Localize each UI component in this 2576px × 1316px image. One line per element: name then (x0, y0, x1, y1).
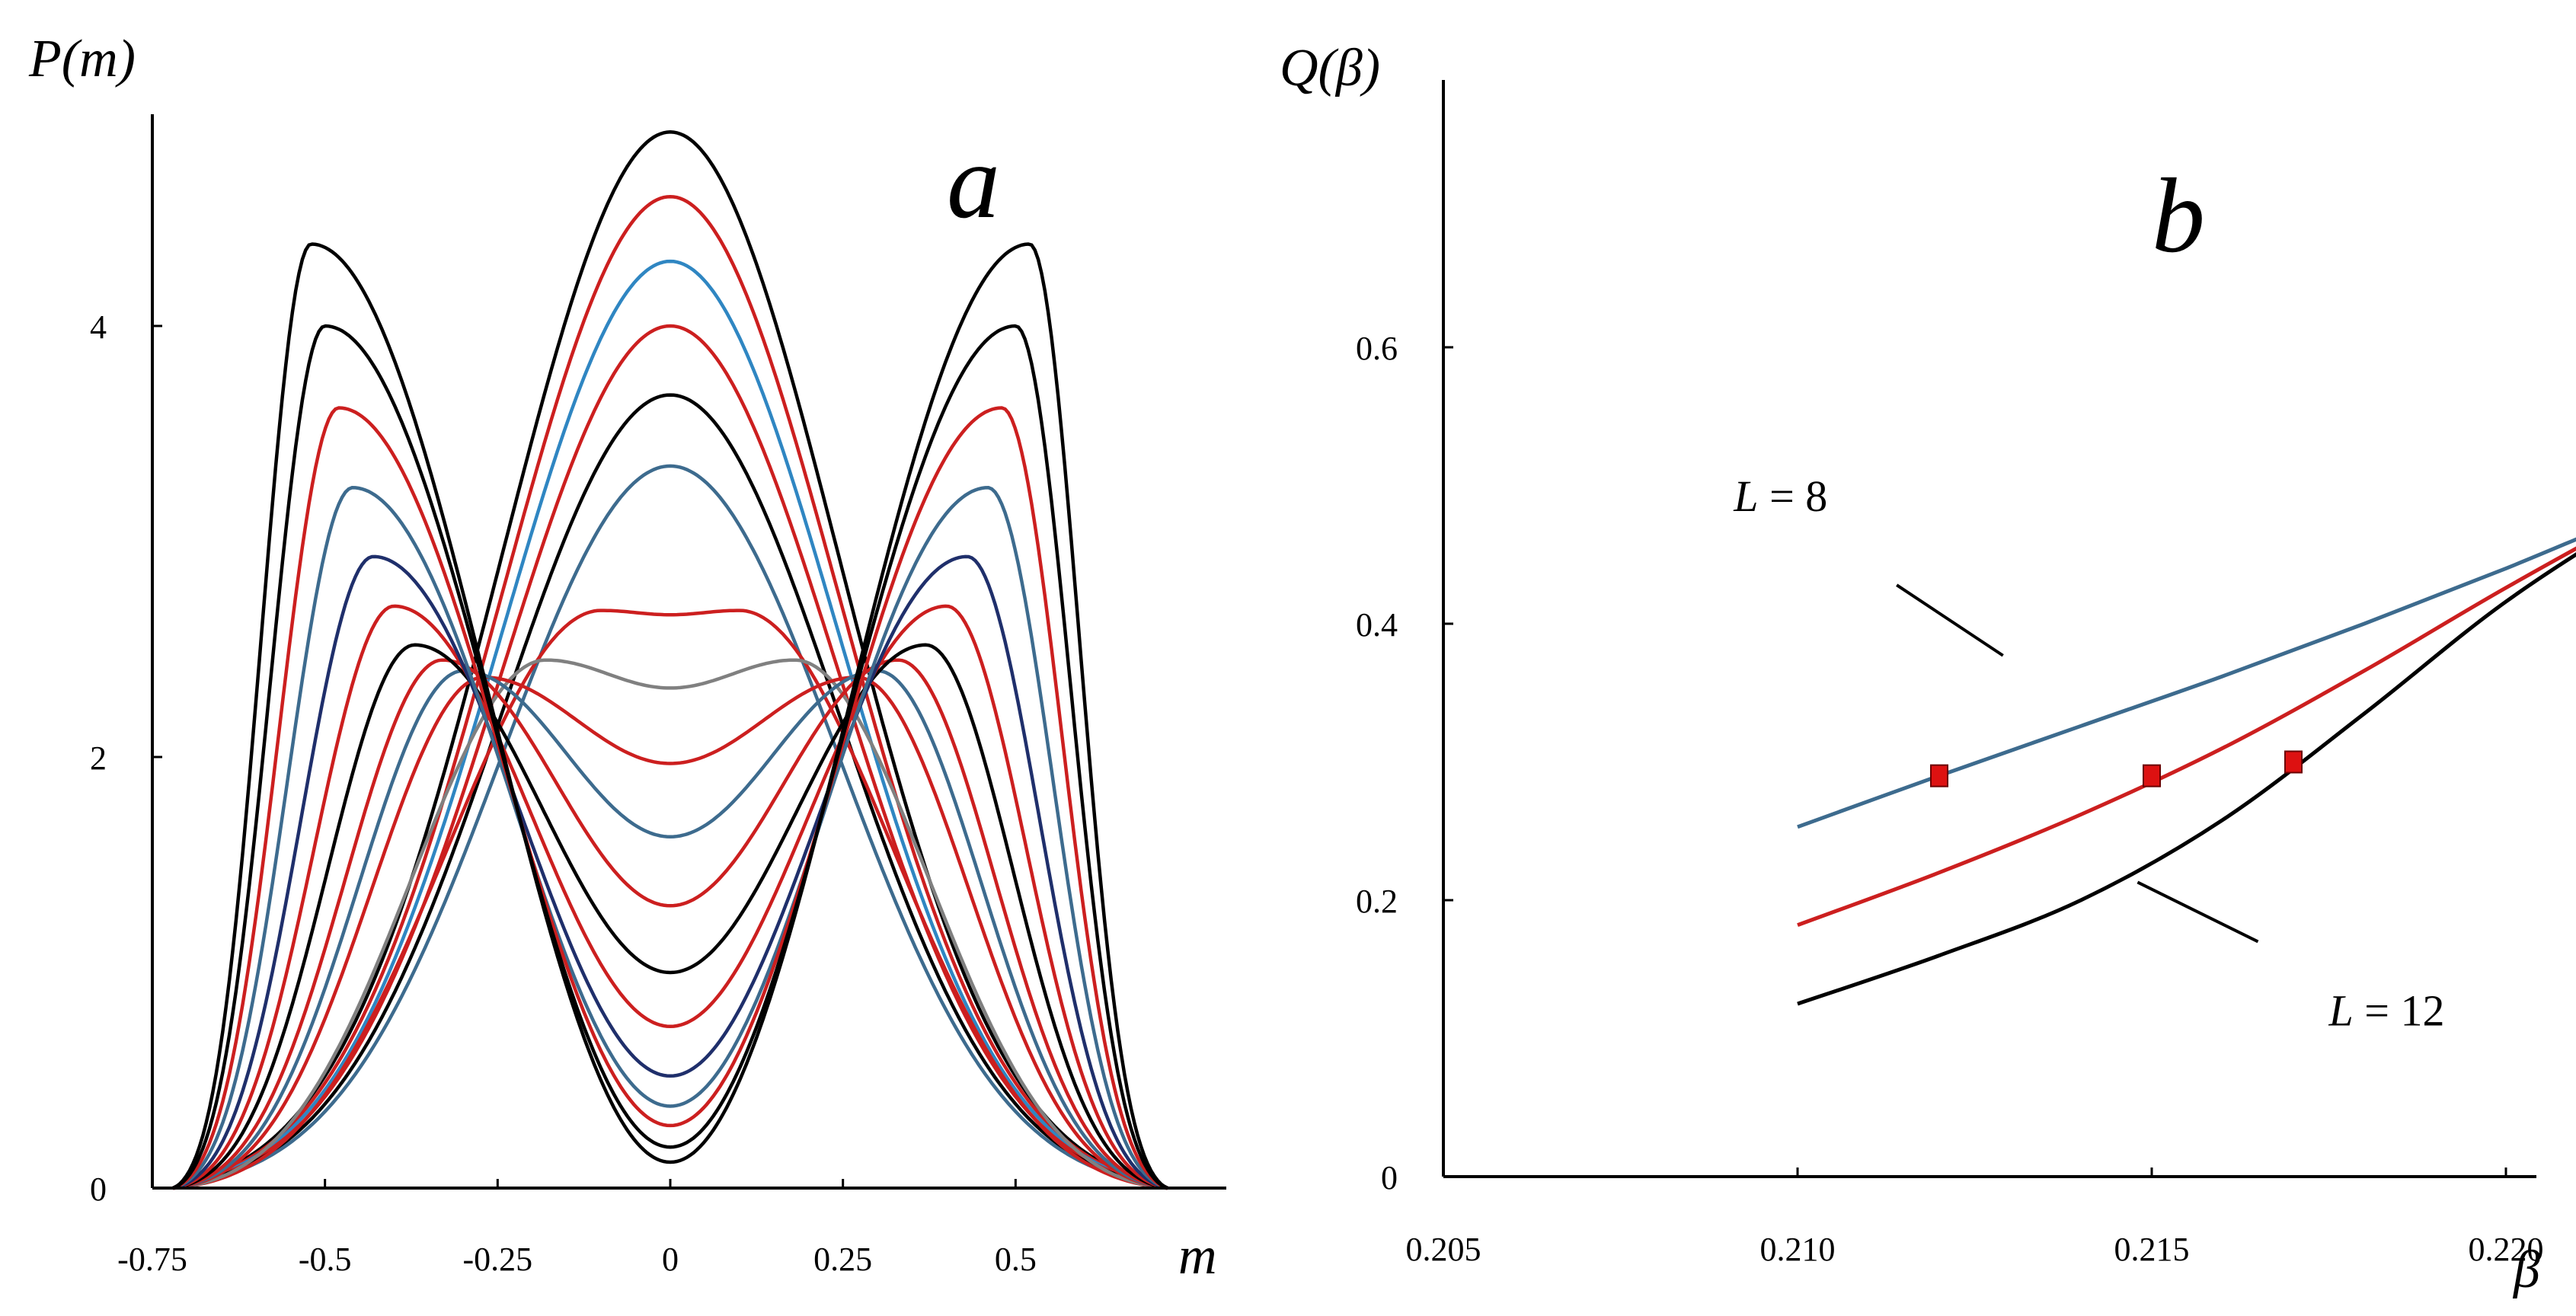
panel-a-series-c2 (172, 194, 1168, 1190)
panel-a-curves (172, 130, 1168, 1190)
panel-b-x-tick-label: 0.205 (1406, 1231, 1481, 1268)
panel-b-x-tick-label: 0.210 (1760, 1231, 1836, 1268)
panel-b-y-axis-label: Q(β) (1280, 39, 1380, 97)
panel-b-annotation-leader (1896, 583, 2004, 657)
panel-b-y-tick-label: 0.4 (1356, 606, 1398, 644)
panel-a-x-ticks: -0.75 -0.5 -0.25 0 0.25 0.5 (117, 1179, 1037, 1278)
panel-a-series-c13 (172, 604, 1168, 1190)
panel-b-label: b (2152, 157, 2205, 275)
panel-b-marker (2143, 764, 2161, 787)
panel-a-series-c15 (172, 486, 1168, 1190)
panel-b-x-tick-label: 0.220 (2469, 1231, 2544, 1268)
panel-a-x-tick-label: -0.75 (117, 1241, 187, 1278)
panel-b-y-tick-label: 0 (1381, 1159, 1398, 1196)
panel-a-series-c12 (172, 643, 1168, 1190)
panel-a-y-axis-label: P(m) (28, 30, 136, 88)
panel-a-label: a (947, 123, 1000, 241)
panel-a-series-c5 (172, 393, 1168, 1190)
panel-a-series-c1 (172, 130, 1168, 1190)
panel-b-y-ticks: 0 0.2 0.4 0.6 (1356, 330, 1453, 1196)
panel-a-series-c16 (172, 406, 1168, 1190)
panel-a-x-tick-label: 0.5 (995, 1241, 1037, 1278)
panel-b-marker (2284, 750, 2303, 774)
panel-b-annotation-label: L = 8 (1733, 471, 1827, 521)
panel-a-series-c7 (173, 608, 1168, 1190)
panel-a-x-tick-label: 0 (662, 1241, 679, 1278)
panel-b-annotation-leader (2137, 880, 2259, 944)
panel-a-series-c3 (172, 259, 1168, 1190)
panel-a-y-ticks: 0 2 4 (90, 308, 162, 1208)
panel-a-y-tick-label: 0 (90, 1171, 107, 1208)
panel-b-x-axis-label: β (2512, 1241, 2540, 1299)
panel-a-series-c17 (172, 324, 1168, 1190)
panel-a-series-c10 (172, 669, 1168, 1190)
panel-b-marker (1930, 764, 1948, 787)
panel-a-series-c11 (172, 658, 1168, 1190)
panel-b-annotations: L = 8 L = 12 (1733, 471, 2444, 1035)
panel-a-series-c18 (172, 242, 1168, 1190)
panel-b-y-tick-label: 0.6 (1356, 330, 1398, 367)
panel-a-series-c14 (172, 554, 1168, 1190)
panel-a-series-c8 (173, 658, 1168, 1190)
panel-b-markers (1930, 750, 2303, 787)
panel-a-series-c6 (172, 464, 1168, 1190)
panel-b-series-1 (1797, 546, 2576, 928)
panel-b-annotation-label: L = 12 (2328, 985, 2445, 1035)
panel-a-series-c9 (172, 676, 1168, 1190)
panel-a-x-axis-label: m (1178, 1227, 1217, 1286)
panel-a-x-tick-label: -0.25 (463, 1241, 533, 1278)
panel-a-y-tick-label: 4 (90, 308, 107, 346)
panel-b-series-0 (1797, 537, 2576, 829)
panel-a-x-tick-label: -0.5 (299, 1241, 352, 1278)
panel-b-series-2 (1797, 552, 2576, 1006)
panel-b-x-tick-label: 0.215 (2114, 1231, 2190, 1268)
panel-a: -0.75 -0.5 -0.25 0 0.25 0.5 0 2 4 P(m) m a (28, 30, 1226, 1286)
panel-a-x-tick-label: 0.25 (813, 1241, 872, 1278)
panel-b-curves (1797, 537, 2576, 1006)
panel-b-y-tick-label: 0.2 (1356, 883, 1398, 920)
panel-a-y-tick-label: 2 (90, 739, 107, 777)
